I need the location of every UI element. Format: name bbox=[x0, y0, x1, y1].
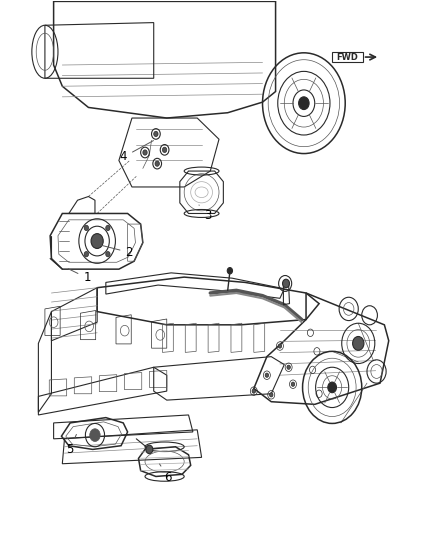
Circle shape bbox=[283, 279, 290, 288]
Circle shape bbox=[328, 382, 336, 393]
Circle shape bbox=[91, 233, 103, 248]
Circle shape bbox=[353, 336, 364, 350]
Circle shape bbox=[154, 131, 158, 136]
Text: 2: 2 bbox=[100, 245, 133, 259]
Text: 4: 4 bbox=[120, 141, 153, 164]
Circle shape bbox=[90, 429, 100, 441]
Circle shape bbox=[84, 225, 88, 231]
Text: 1: 1 bbox=[68, 269, 91, 284]
Circle shape bbox=[162, 147, 167, 152]
Circle shape bbox=[278, 344, 282, 348]
Circle shape bbox=[146, 445, 153, 454]
Circle shape bbox=[291, 382, 295, 386]
Circle shape bbox=[269, 393, 273, 397]
Circle shape bbox=[252, 389, 255, 393]
Circle shape bbox=[227, 268, 233, 274]
Circle shape bbox=[143, 150, 147, 155]
Circle shape bbox=[84, 252, 88, 257]
Text: 5: 5 bbox=[66, 434, 76, 456]
Circle shape bbox=[106, 252, 110, 257]
Circle shape bbox=[106, 225, 110, 231]
Circle shape bbox=[155, 161, 159, 166]
Circle shape bbox=[265, 373, 268, 377]
Circle shape bbox=[299, 97, 309, 110]
Circle shape bbox=[287, 365, 290, 369]
Text: 3: 3 bbox=[199, 205, 211, 222]
Text: FWD: FWD bbox=[336, 53, 358, 62]
Text: 6: 6 bbox=[159, 464, 172, 484]
